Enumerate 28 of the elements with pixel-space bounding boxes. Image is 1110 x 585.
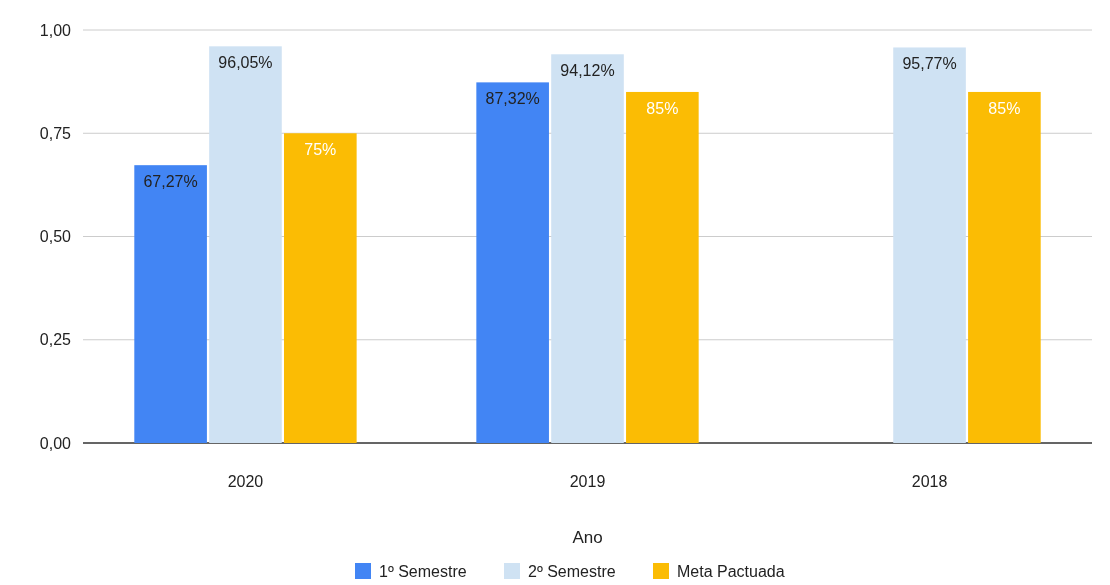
bar	[551, 54, 624, 443]
x-axis-title: Ano	[572, 528, 603, 547]
data-label: 94,12%	[560, 62, 615, 80]
data-label: 67,27%	[143, 173, 198, 191]
y-tick-label: 0,50	[39, 228, 72, 246]
bar	[626, 91, 699, 443]
bar	[476, 82, 549, 443]
data-label: 96,05%	[218, 54, 273, 72]
legend-label: Meta Pactuada	[677, 562, 785, 580]
x-tick-label: 2019	[569, 473, 606, 490]
data-label: 85%	[988, 99, 1021, 117]
y-tick-label: 0,25	[39, 331, 72, 349]
y-tick-label: 0,75	[39, 124, 72, 142]
x-tick-label: 2020	[227, 473, 264, 490]
data-label: 87,32%	[485, 90, 540, 108]
y-tick-label: 0,00	[39, 434, 72, 452]
bar	[284, 133, 357, 443]
legend-label: 1º Semestre	[379, 562, 467, 580]
y-tick-label: 1,00	[39, 21, 72, 39]
data-label: 75%	[304, 141, 337, 159]
bar	[209, 46, 282, 443]
x-tick-label: 2018	[911, 473, 948, 490]
data-label: 95,77%	[902, 55, 957, 73]
bar	[968, 91, 1041, 443]
bar	[893, 47, 966, 443]
legend-label: 2º Semestre	[528, 562, 616, 580]
data-label: 85%	[646, 99, 679, 117]
bar	[134, 165, 207, 443]
